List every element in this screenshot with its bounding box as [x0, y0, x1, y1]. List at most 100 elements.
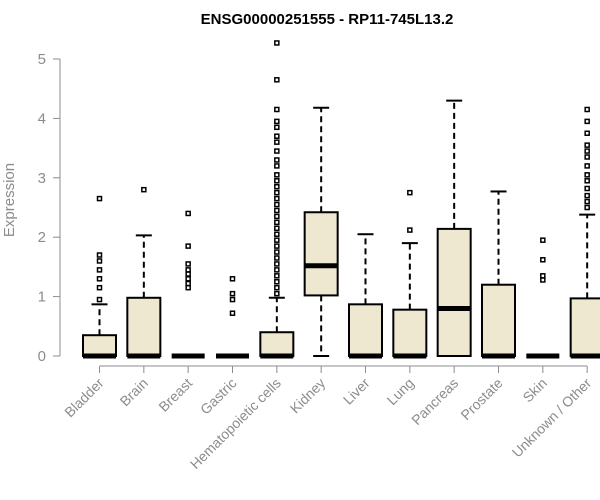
box-3: [216, 276, 249, 359]
outlier-point: [274, 207, 280, 214]
box-iqr: [126, 296, 162, 357]
box-4: [259, 40, 295, 359]
outlier-point: [96, 276, 103, 282]
outlier-point: [274, 219, 280, 226]
outlier-point: [584, 154, 590, 160]
x-tick-label: Gastric: [197, 375, 240, 418]
x-tick-label: Kidney: [287, 375, 329, 417]
outlier-point: [274, 139, 280, 145]
outlier-point: [407, 227, 413, 233]
outlier-point: [274, 213, 280, 220]
outlier-point: [274, 118, 280, 125]
outlier-point: [540, 237, 546, 243]
outlier-point: [185, 261, 191, 267]
outlier-point: [274, 273, 280, 279]
outlier-point: [274, 163, 280, 169]
box-iqr: [569, 297, 600, 357]
outlier-point: [274, 279, 280, 285]
outlier-point: [274, 261, 280, 267]
box-iqr: [481, 283, 516, 357]
y-axis-label: Expression: [1, 163, 18, 237]
outlier-point: [274, 183, 280, 190]
outlier-point: [274, 77, 280, 83]
outlier-point: [96, 195, 103, 202]
chart-title: ENSG00000251555 - RP11-745L13.2: [201, 11, 454, 28]
outlier-point: [540, 257, 546, 263]
box-iqr: [259, 331, 295, 357]
y-tick-label: 1: [38, 289, 46, 306]
outlier-point: [540, 273, 546, 279]
box-iqr: [392, 308, 428, 357]
outlier-point: [274, 255, 280, 261]
box-8: [436, 99, 472, 357]
outlier-point: [274, 201, 280, 208]
outlier-point: [185, 271, 191, 277]
outlier-point: [274, 172, 280, 178]
y-tick-label: 3: [38, 170, 46, 187]
x-tick-label: Prostate: [457, 375, 505, 423]
x-tick-label: Skin: [519, 375, 550, 406]
outlier-point: [274, 133, 280, 139]
outlier-point: [185, 210, 191, 217]
outlier-point: [274, 249, 280, 255]
box-2: [171, 210, 205, 359]
outlier-point: [584, 172, 590, 178]
box-11: [569, 106, 600, 359]
outlier-point: [229, 296, 236, 303]
outlier-point: [274, 225, 280, 232]
outlier-point: [185, 276, 191, 282]
outlier-point: [229, 276, 236, 282]
outlier-point: [584, 204, 590, 211]
outlier-point: [584, 185, 590, 192]
outlier-point: [185, 280, 191, 287]
outlier-point: [274, 284, 280, 291]
outlier-point: [185, 243, 191, 249]
outlier-point: [96, 252, 103, 258]
outlier-point: [274, 124, 280, 131]
box-6: [348, 233, 383, 359]
box-10: [526, 237, 560, 359]
y-tick-label: 5: [38, 51, 46, 68]
box-iqr: [436, 227, 472, 357]
outlier-point: [584, 148, 590, 154]
outlier-point: [96, 296, 103, 303]
y-axis-ticks: 0 1 2 3 4 5: [38, 51, 60, 365]
box-iqr: [82, 334, 117, 357]
x-tick-label: Breast: [155, 375, 195, 415]
outlier-point: [274, 243, 280, 249]
outlier-point: [584, 192, 590, 199]
outlier-point: [274, 237, 280, 243]
outlier-point: [584, 163, 590, 169]
outlier-point: [274, 189, 280, 196]
outlier-point: [229, 290, 236, 297]
outlier-point: [274, 157, 280, 163]
outlier-point: [584, 118, 590, 125]
outlier-point: [540, 277, 546, 283]
box-7: [392, 189, 428, 359]
outlier-point: [584, 106, 590, 113]
outlier-point: [584, 142, 590, 148]
outlier-point: [584, 178, 590, 184]
y-tick-label: 2: [38, 229, 46, 246]
outlier-point: [584, 198, 590, 205]
x-tick-label: Unknown / Other: [509, 375, 595, 461]
outlier-point: [584, 130, 590, 136]
outlier-point: [407, 189, 413, 196]
outlier-point: [274, 40, 280, 46]
x-tick-label: Pancreas: [408, 375, 461, 428]
box-5: [303, 106, 339, 357]
outlier-point: [274, 106, 280, 113]
outlier-point: [96, 284, 103, 291]
outlier-point: [141, 186, 147, 193]
x-tick-label: Brain: [117, 375, 151, 409]
outlier-point: [274, 290, 280, 297]
outlier-point: [96, 267, 103, 273]
x-tick-label: Bladder: [61, 375, 107, 421]
outlier-point: [274, 178, 280, 184]
outlier-point: [274, 267, 280, 273]
outlier-point: [185, 267, 191, 273]
box-series: [82, 40, 600, 359]
outlier-point: [229, 310, 236, 316]
y-tick-label: 0: [38, 348, 46, 365]
